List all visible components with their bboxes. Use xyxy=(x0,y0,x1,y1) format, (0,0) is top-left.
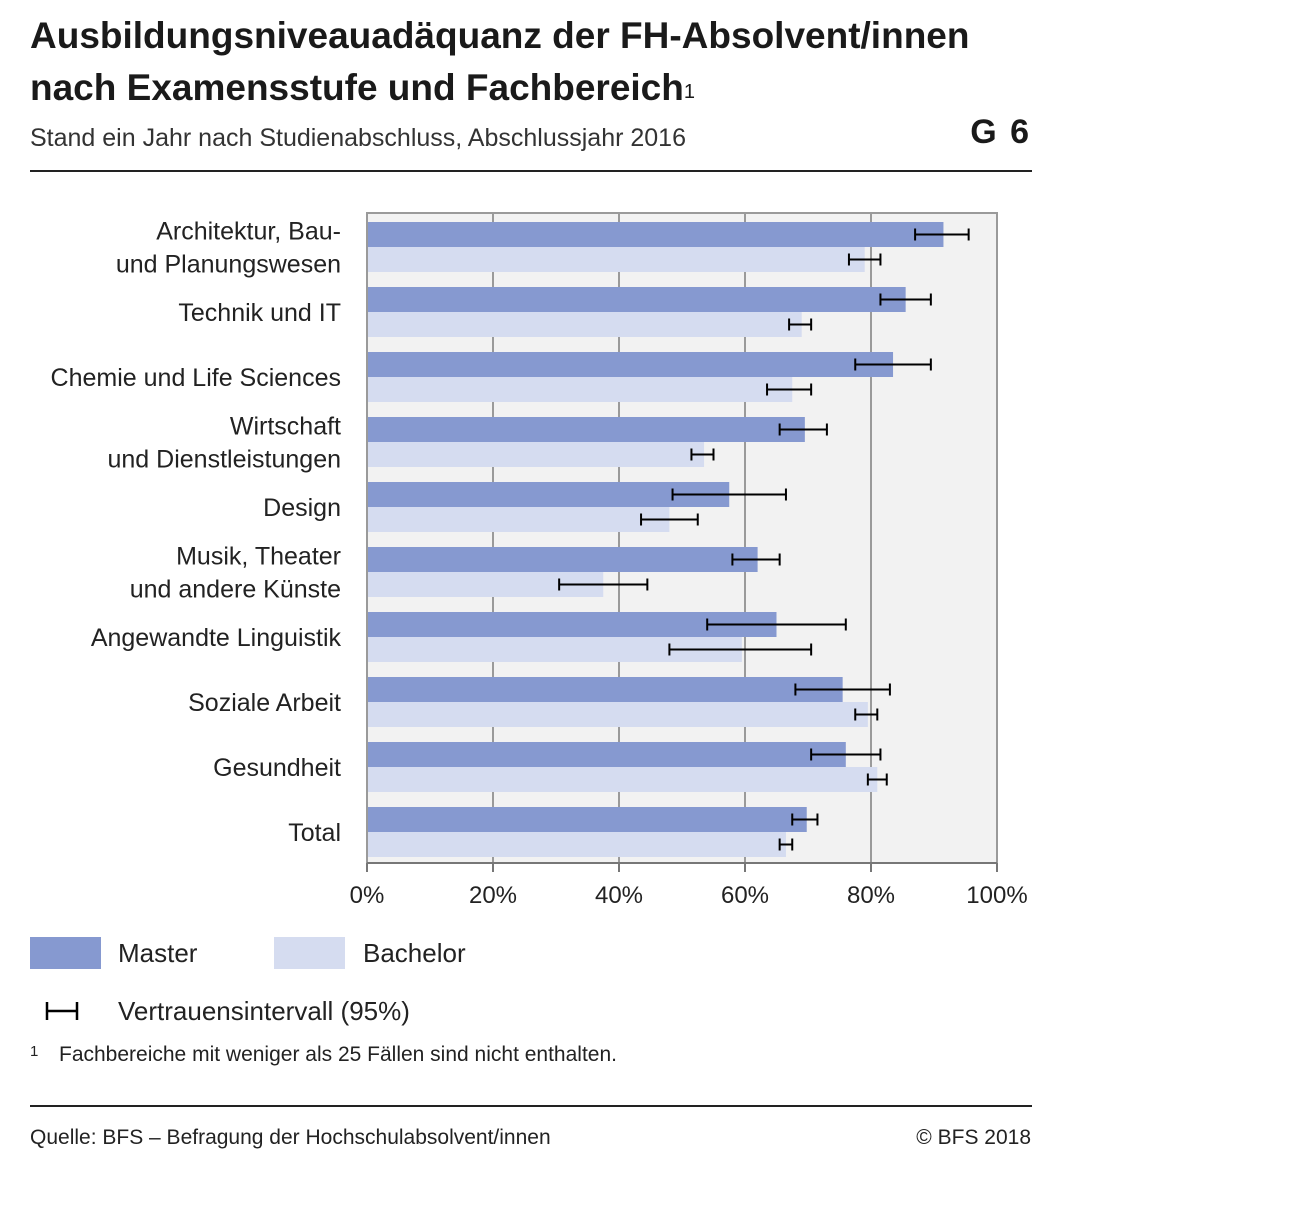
bar-master xyxy=(367,417,805,442)
category-label: Angewandte Linguistik xyxy=(91,624,342,652)
title-footnote-marker: 1 xyxy=(683,81,695,103)
bottom-rule xyxy=(30,1105,1032,1107)
legend-bachelor-label: Bachelor xyxy=(363,938,466,968)
legend-master-swatch xyxy=(30,937,101,969)
bar-bachelor xyxy=(367,702,868,727)
category-label: Technik und IT xyxy=(178,299,341,327)
category-label: Total xyxy=(288,819,341,847)
bar-chart: Architektur, Bau-und Planungswesen Techni… xyxy=(51,212,1028,909)
x-tick-label: 80% xyxy=(847,882,895,909)
bar-bachelor xyxy=(367,312,802,337)
bar-master xyxy=(367,482,730,507)
bar-master xyxy=(367,352,894,377)
legend-ci-label: Vertrauensintervall (95%) xyxy=(118,996,410,1026)
footnote-number: 1 xyxy=(30,1043,39,1060)
title-line-2: nach Examensstufe und Fachbereich1 xyxy=(30,62,1030,114)
category-label: Wirtschaft und Dienstleistungen xyxy=(108,413,342,474)
category-label: Design xyxy=(263,494,341,522)
top-rule xyxy=(30,170,1032,172)
category-label: Chemie und Life Sciences xyxy=(51,364,341,392)
x-tick-label: 60% xyxy=(721,882,769,909)
category-label: Soziale Arbeit xyxy=(188,689,341,717)
x-tick-label: 20% xyxy=(469,882,517,909)
category-label: Architektur, Bau-und Planungswesen xyxy=(116,218,341,279)
legend-bachelor-swatch xyxy=(274,937,345,969)
bar-master xyxy=(367,287,906,312)
bar-bachelor xyxy=(367,442,705,467)
title-line-1: Ausbildungsniveauadäquanz der FH-Absolve… xyxy=(30,15,970,56)
bar-master xyxy=(367,742,846,767)
bar-master xyxy=(367,807,807,832)
bar-master xyxy=(367,222,944,247)
x-tick-label: 40% xyxy=(595,882,643,909)
legend-master-label: Master xyxy=(118,938,198,968)
title-line-2-text: nach Examensstufe und Fachbereich xyxy=(30,67,684,108)
bar-bachelor xyxy=(367,507,670,532)
bar-bachelor xyxy=(367,832,786,857)
chart-subtitle: Stand ein Jahr nach Studienabschluss, Ab… xyxy=(30,124,686,152)
footnote-text: Fachbereiche mit weniger als 25 Fällen s… xyxy=(59,1043,617,1066)
category-label: Musik, Theater und andere Künste xyxy=(130,543,341,604)
category-label: Gesundheit xyxy=(213,754,341,782)
copyright-text: © BFS 2018 xyxy=(916,1126,1031,1149)
bar-bachelor xyxy=(367,767,878,792)
chart-title: Ausbildungsniveauadäquanz der FH-Absolve… xyxy=(30,10,1030,114)
x-tick-label: 100% xyxy=(966,882,1027,909)
bar-bachelor xyxy=(367,247,865,272)
bar-master xyxy=(367,677,843,702)
source-text: Quelle: BFS – Befragung der Hochschulabs… xyxy=(30,1126,551,1149)
bar-bachelor xyxy=(367,377,793,402)
bar-master xyxy=(367,547,758,572)
x-tick-label: 0% xyxy=(350,882,385,909)
confidence-interval-icon xyxy=(45,1002,79,1020)
graphic-number: G 6 xyxy=(970,113,1031,151)
